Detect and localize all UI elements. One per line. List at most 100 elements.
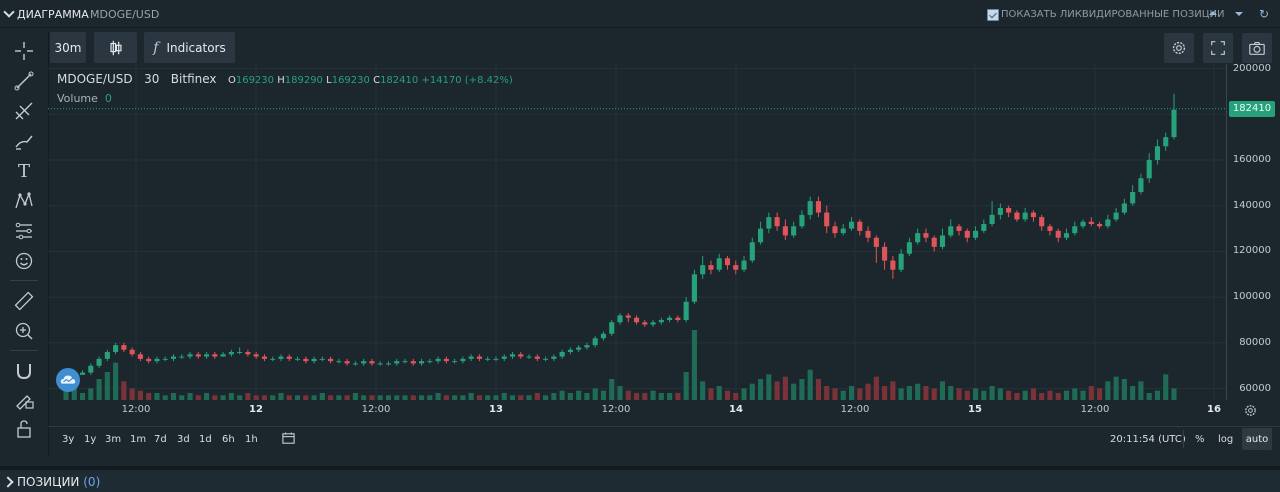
volume-bar	[501, 393, 507, 400]
lock-drawings-icon[interactable]	[12, 388, 36, 410]
time-tick-label: 15	[968, 404, 982, 415]
candle-body	[1088, 221, 1094, 224]
candle-body	[1006, 208, 1012, 213]
collapse-chevron-icon[interactable]	[3, 6, 15, 18]
range-button-1m[interactable]: 1m	[130, 434, 147, 445]
volume-bar	[667, 393, 673, 400]
date-range-icon[interactable]	[281, 431, 296, 450]
volume-bar	[146, 393, 152, 400]
volume-bar	[1030, 388, 1036, 400]
volume-bar	[923, 386, 929, 400]
chart-panel-header[interactable]: ДИАГРАММА MDOGE/USD ПОКАЗАТЬ ЛИКВИДИРОВА…	[0, 0, 1280, 28]
volume-bar	[791, 383, 797, 400]
range-button-1y[interactable]: 1y	[84, 434, 97, 445]
measure-icon[interactable]	[12, 220, 36, 242]
indicators-button[interactable]: f Indicators	[144, 32, 235, 63]
screenshot-button[interactable]	[1242, 33, 1272, 63]
volume-bar	[261, 395, 268, 400]
candle-body	[650, 322, 656, 325]
settings-button[interactable]	[1164, 33, 1194, 63]
cloud-logo-icon[interactable]	[56, 368, 80, 392]
candle-body	[543, 358, 549, 360]
volume-bar	[1121, 379, 1127, 400]
trend-line-icon[interactable]	[12, 70, 36, 92]
positions-panel-header[interactable]: ПОЗИЦИИ (0)	[0, 466, 1280, 492]
auto-scale-button[interactable]: auto	[1242, 428, 1272, 450]
axis-settings-icon[interactable]	[1243, 403, 1258, 422]
volume-bar	[427, 395, 433, 400]
range-button-7d[interactable]: 7d	[154, 434, 167, 445]
volume-bar	[526, 395, 532, 400]
volume-bar	[832, 388, 838, 400]
fullscreen-button[interactable]	[1203, 33, 1233, 63]
show-liquidated-checkbox[interactable]	[987, 9, 999, 21]
crosshair-icon[interactable]	[12, 40, 36, 62]
range-button-6h[interactable]: 6h	[222, 434, 235, 445]
range-button-3y[interactable]: 3y	[62, 434, 75, 445]
move-up-icon[interactable]	[1209, 11, 1217, 15]
range-button-3d[interactable]: 3d	[177, 434, 190, 445]
legend-close-label: C	[373, 75, 381, 86]
ruler-icon[interactable]	[12, 290, 36, 312]
log-scale-button[interactable]: log	[1218, 434, 1234, 445]
candle-body	[1138, 178, 1144, 192]
text-tool-icon[interactable]: T	[17, 160, 30, 182]
volume-bar	[352, 393, 358, 400]
volume-label: Volume	[57, 92, 98, 105]
move-down-icon[interactable]	[1235, 12, 1243, 16]
volume-bar	[212, 395, 218, 400]
legend-open: 169230	[235, 75, 275, 86]
candle-body	[427, 361, 433, 363]
candle-body	[253, 354, 259, 357]
candle-body	[336, 361, 342, 363]
range-button-3m[interactable]: 3m	[105, 434, 122, 445]
price-chart[interactable]	[48, 64, 1226, 400]
expand-chevron-icon[interactable]	[2, 476, 14, 488]
volume-bar	[245, 393, 251, 400]
candle-body	[129, 349, 135, 355]
volume-bar	[882, 386, 888, 400]
candle-body	[179, 356, 185, 358]
brush-icon[interactable]	[12, 130, 36, 152]
volume-bar	[749, 383, 755, 400]
candle-body	[642, 322, 648, 325]
percent-scale-button[interactable]: %	[1195, 434, 1205, 445]
candle-body	[187, 354, 193, 357]
volume-bar	[476, 395, 482, 400]
candle-body	[675, 317, 681, 320]
volume-bar	[840, 390, 846, 400]
volume-bar	[1088, 386, 1094, 400]
emoji-icon[interactable]	[12, 250, 36, 272]
volume-bar	[766, 374, 772, 400]
volume-legend: Volume 0	[57, 92, 112, 105]
volume-bar	[452, 395, 458, 400]
volume-bar	[319, 393, 325, 400]
interval-button[interactable]: 30m	[50, 32, 86, 63]
zoom-in-icon[interactable]	[12, 320, 36, 342]
volume-bar	[187, 393, 193, 400]
candle-body	[204, 354, 210, 357]
candle-body	[956, 226, 962, 231]
candle-body	[113, 345, 119, 352]
chart-type-button[interactable]	[94, 32, 137, 63]
candle-body	[1014, 212, 1020, 220]
candle-body	[758, 228, 764, 243]
fib-tools-icon[interactable]	[12, 100, 36, 122]
range-button-1h[interactable]: 1h	[245, 434, 258, 445]
candle-body	[245, 352, 251, 355]
volume-bar	[939, 381, 946, 400]
magnet-icon[interactable]	[12, 360, 36, 382]
price-tick-label: 140000	[1232, 199, 1271, 211]
volume-bar	[989, 386, 995, 400]
legend-change: +14170 (+8.42%)	[421, 75, 513, 86]
candle-body	[328, 358, 334, 362]
unlock-icon[interactable]	[12, 418, 36, 440]
pattern-icon[interactable]	[12, 190, 36, 212]
volume-bar	[294, 395, 301, 400]
volume-bar	[311, 395, 317, 400]
candle-body	[468, 356, 474, 359]
range-button-1d[interactable]: 1d	[199, 434, 212, 445]
candle-body	[989, 214, 995, 224]
refresh-icon[interactable]: ↻	[1259, 7, 1270, 21]
volume-bar	[418, 395, 425, 400]
